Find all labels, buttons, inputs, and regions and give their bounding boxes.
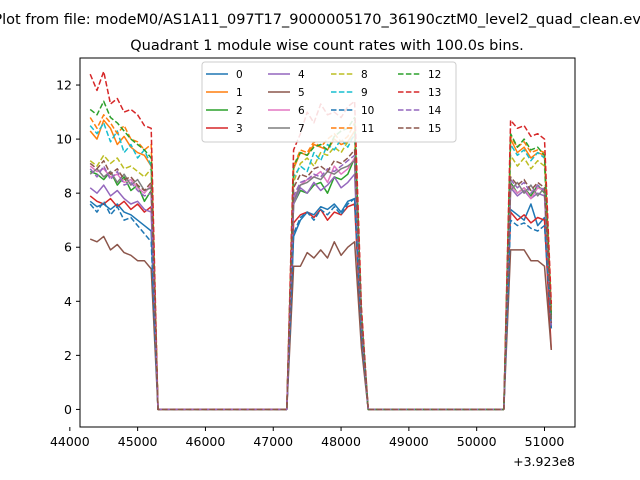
plot-area: 44000 45000 46000 47000 48000 49000 50000 51000… — [50, 57, 576, 469]
legend-label-15: 15 — [428, 123, 441, 135]
legend-frame — [201, 61, 457, 143]
x-tick-label: 44000 — [50, 434, 90, 449]
x-axis: 44000 45000 46000 47000 48000 49000 50000 51000 — [50, 427, 564, 449]
x-tick-label: 49000 — [389, 434, 429, 449]
x-offset-label: +3.923e8 — [513, 454, 575, 469]
y-tick-label: 12 — [56, 78, 72, 93]
y-tick-label: 6 — [64, 240, 72, 255]
legend-label-13: 13 — [428, 87, 441, 99]
legend-label-10: 10 — [361, 105, 374, 117]
legend-label-1: 1 — [236, 87, 243, 99]
series-line-8 — [89, 135, 553, 411]
chart-title: Quadrant 1 module wise count rates with … — [130, 38, 524, 54]
legend-label-14: 14 — [428, 105, 442, 117]
legend-label-9: 9 — [361, 87, 368, 99]
legend-label-12: 12 — [428, 69, 441, 81]
y-tick-label: 2 — [64, 348, 72, 363]
legend-label-0: 0 — [236, 69, 243, 81]
legend-label-2: 2 — [236, 105, 243, 117]
x-tick-label: 50000 — [457, 434, 497, 449]
legend-label-5: 5 — [298, 87, 305, 99]
legend-label-4: 4 — [298, 69, 305, 81]
y-tick-label: 10 — [56, 132, 72, 147]
series-line-15 — [89, 149, 553, 411]
y-tick-label: 0 — [64, 402, 72, 417]
x-tick-label: 47000 — [253, 434, 293, 449]
y-tick-label: 8 — [64, 186, 72, 201]
x-tick-label: 48000 — [321, 434, 361, 449]
x-tick-label: 46000 — [186, 434, 226, 449]
figure-suptitle: Plot from file: modeM0/AS1A11_097T17_900… — [0, 12, 640, 28]
legend-label-8: 8 — [361, 69, 368, 81]
x-tick-label: 45000 — [118, 434, 158, 449]
legend-label-6: 6 — [298, 105, 305, 117]
y-axis: 0 2 4 6 8 10 12 — [56, 78, 80, 417]
axes-frame — [79, 57, 576, 428]
legend-label-11: 11 — [361, 123, 374, 135]
x-tick-label: 51000 — [525, 434, 565, 449]
legend-label-7: 7 — [298, 123, 305, 135]
legend-label-3: 3 — [236, 123, 243, 135]
y-tick-label: 4 — [64, 294, 72, 309]
